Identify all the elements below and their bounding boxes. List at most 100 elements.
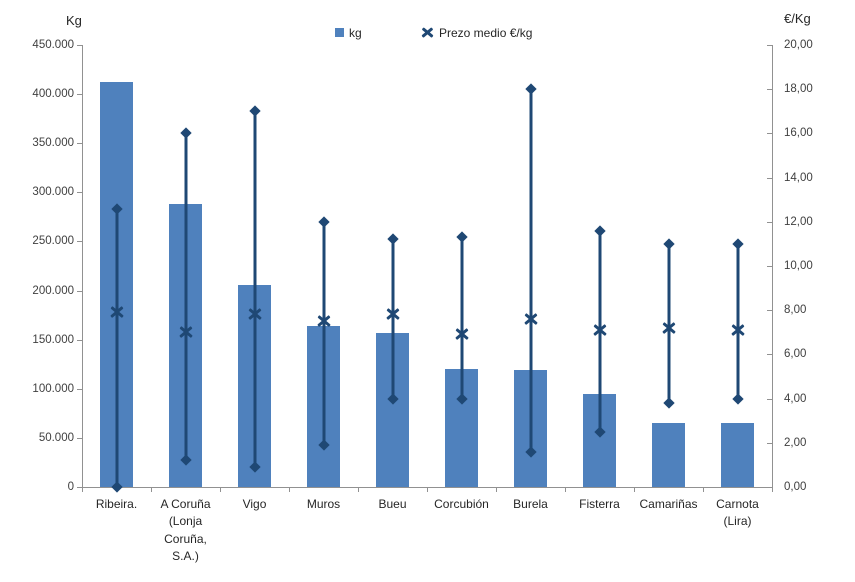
right-axis-tick-label: 12,00 bbox=[784, 215, 813, 228]
left-axis-tick bbox=[77, 143, 82, 145]
price-range-line[interactable] bbox=[667, 243, 670, 403]
right-axis-tick-label: 14,00 bbox=[784, 171, 813, 184]
x-axis-tick bbox=[634, 487, 635, 492]
price-mean-marker[interactable] bbox=[730, 323, 745, 337]
left-axis-tick bbox=[77, 487, 82, 488]
price-min-marker[interactable] bbox=[731, 392, 744, 405]
x-axis-tick bbox=[82, 487, 83, 492]
price-mean-marker[interactable] bbox=[316, 315, 331, 328]
right-axis-tick bbox=[767, 487, 772, 488]
left-axis-tick bbox=[77, 388, 82, 390]
left-axis-tick-label: 450.000 bbox=[32, 39, 74, 51]
right-axis-tick-label: 8,00 bbox=[784, 304, 807, 317]
price-mean-marker[interactable] bbox=[592, 323, 607, 337]
right-axis-tick bbox=[767, 310, 772, 312]
price-range-line[interactable] bbox=[460, 237, 463, 399]
left-axis-tick-label: 400.000 bbox=[32, 88, 74, 101]
right-axis-tick bbox=[767, 442, 772, 444]
bar-camariñas[interactable] bbox=[652, 423, 685, 487]
right-axis-tick-label: 4,00 bbox=[784, 392, 807, 405]
right-axis-tick bbox=[767, 266, 772, 267]
left-axis-line bbox=[82, 45, 83, 487]
price-max-marker[interactable] bbox=[455, 231, 468, 243]
left-axis-tick bbox=[77, 192, 82, 194]
price-mean-marker[interactable] bbox=[454, 328, 469, 341]
category-label: Muros bbox=[306, 497, 341, 511]
right-axis-tick-label: 18,00 bbox=[784, 83, 813, 96]
left-axis-tick-label: 250.000 bbox=[32, 235, 74, 248]
right-axis-tick bbox=[767, 45, 772, 46]
right-axis-tick bbox=[767, 221, 772, 223]
left-axis-tick-label: 100.000 bbox=[32, 382, 74, 395]
left-axis-title: Kg bbox=[66, 13, 82, 28]
price-range-line[interactable] bbox=[184, 133, 187, 461]
price-max-marker[interactable] bbox=[731, 238, 744, 250]
price-range-line[interactable] bbox=[391, 239, 394, 399]
right-axis-tick-label: 2,00 bbox=[784, 436, 807, 449]
category-label: Ribeira. bbox=[95, 497, 138, 511]
price-range-line[interactable] bbox=[529, 89, 532, 452]
x-marker-icon bbox=[421, 27, 434, 38]
category-label: A Coruña (Lonja Coruña, S.A.) bbox=[160, 497, 211, 564]
category-label: Vigo bbox=[242, 497, 267, 511]
left-axis-tick bbox=[77, 45, 82, 46]
price-mean-marker[interactable] bbox=[178, 326, 193, 339]
left-axis-tick bbox=[77, 290, 82, 292]
price-range-line[interactable] bbox=[115, 208, 118, 487]
left-axis-tick bbox=[77, 241, 82, 243]
left-axis-tick-label: 200.000 bbox=[32, 284, 74, 297]
x-axis-tick bbox=[427, 487, 428, 492]
right-axis-tick bbox=[767, 89, 772, 91]
right-axis-tick-label: 16,00 bbox=[784, 127, 813, 140]
price-max-marker[interactable] bbox=[248, 105, 261, 117]
right-axis-tick bbox=[767, 177, 772, 179]
right-axis-tick-label: 0,00 bbox=[784, 481, 807, 493]
price-max-marker[interactable] bbox=[524, 83, 537, 95]
x-axis-tick bbox=[220, 487, 221, 492]
right-axis-tick bbox=[767, 354, 772, 356]
x-axis-tick bbox=[289, 487, 290, 492]
bar-series-swatch-icon bbox=[335, 28, 344, 37]
right-axis-tick-label: 6,00 bbox=[784, 348, 807, 361]
price-range-line[interactable] bbox=[322, 221, 325, 445]
price-range-line[interactable] bbox=[736, 243, 739, 399]
category-label: Camariñas bbox=[639, 497, 698, 511]
price-mean-marker[interactable] bbox=[523, 312, 538, 326]
price-min-marker[interactable] bbox=[662, 397, 675, 409]
price-mean-marker[interactable] bbox=[109, 306, 124, 319]
left-axis-tick-label: 50.000 bbox=[38, 431, 74, 444]
price-max-marker[interactable] bbox=[317, 216, 330, 228]
price-max-marker[interactable] bbox=[179, 127, 192, 140]
price-max-marker[interactable] bbox=[386, 233, 399, 246]
price-mean-marker[interactable] bbox=[661, 321, 676, 334]
right-axis-tick bbox=[767, 398, 772, 400]
category-label: Bueu bbox=[378, 497, 407, 511]
category-label: Carnota (Lira) bbox=[716, 497, 759, 529]
price-max-marker[interactable] bbox=[662, 238, 675, 250]
left-axis-tick bbox=[77, 437, 82, 439]
category-label: Corcubión bbox=[434, 497, 489, 511]
left-axis-tick bbox=[77, 94, 82, 96]
price-range-line[interactable] bbox=[253, 111, 256, 468]
left-axis-tick-label: 0 bbox=[67, 481, 74, 493]
x-axis-tick bbox=[703, 487, 704, 492]
x-axis-tick bbox=[772, 487, 773, 492]
legend-item-kg[interactable]: kg bbox=[335, 25, 362, 40]
price-mean-marker[interactable] bbox=[247, 308, 262, 321]
bar-carnota[interactable] bbox=[721, 423, 754, 487]
category-label: Fisterra bbox=[579, 497, 620, 511]
price-max-marker[interactable] bbox=[593, 224, 606, 237]
right-axis-tick-label: 10,00 bbox=[784, 260, 813, 272]
left-axis-tick-label: 300.000 bbox=[32, 186, 74, 199]
x-axis-tick bbox=[565, 487, 566, 492]
right-axis-tick bbox=[767, 133, 772, 135]
x-axis-tick bbox=[151, 487, 152, 492]
legend-label-kg: kg bbox=[349, 25, 362, 40]
price-mean-marker[interactable] bbox=[385, 308, 400, 321]
category-label: Burela bbox=[513, 497, 548, 511]
right-axis-tick-label: 20,00 bbox=[784, 39, 813, 51]
left-axis-tick bbox=[77, 339, 82, 341]
right-axis-title: €/Kg bbox=[784, 11, 811, 26]
legend-item-prezo[interactable]: Prezo medio €/kg bbox=[421, 25, 532, 40]
